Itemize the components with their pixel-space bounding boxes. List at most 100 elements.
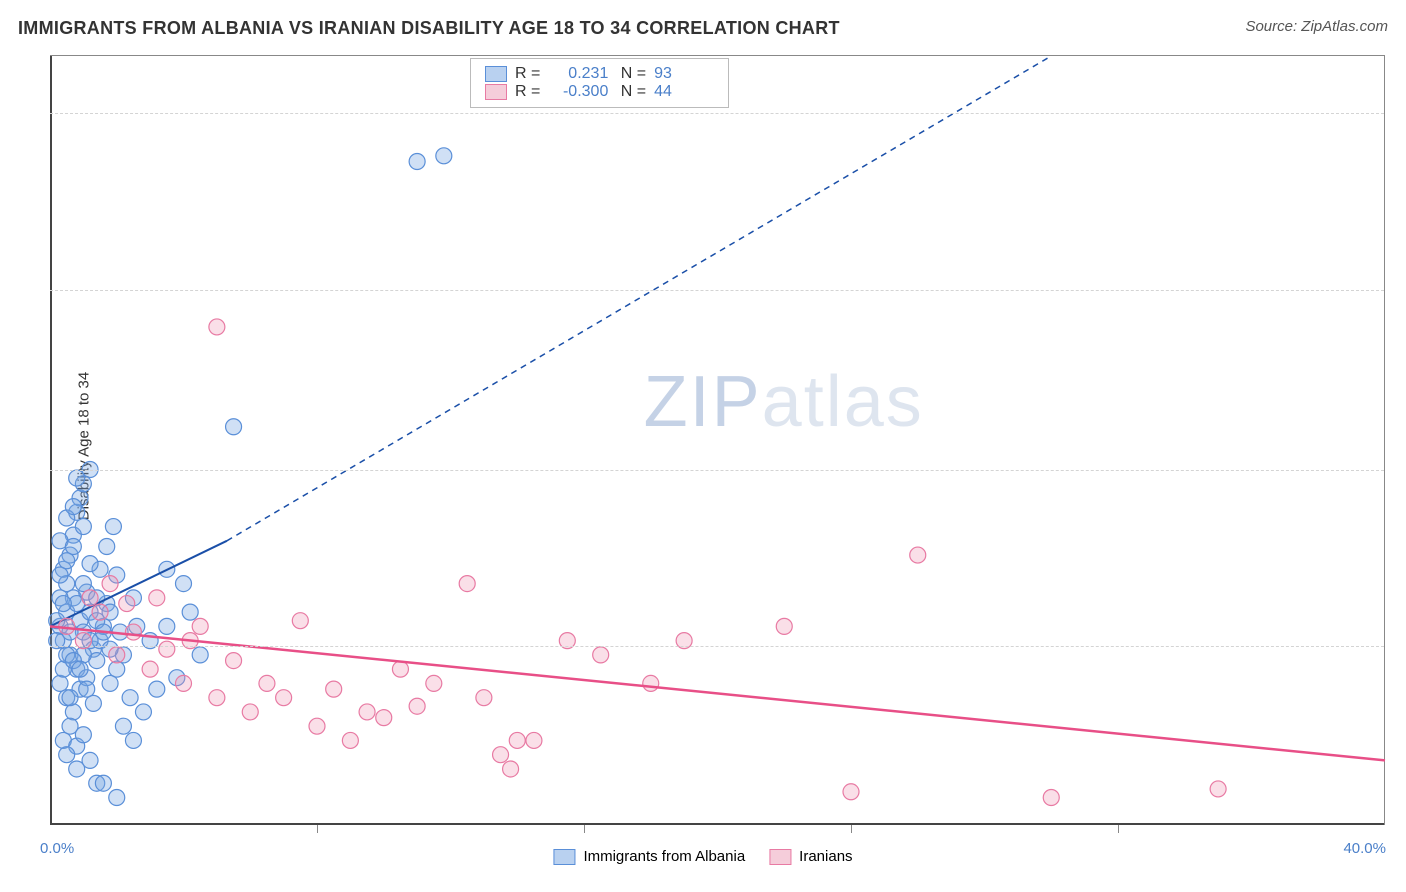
- n-value-albania: 93: [654, 65, 714, 83]
- data-point: [59, 553, 75, 569]
- data-point: [326, 681, 342, 697]
- data-point: [1210, 781, 1226, 797]
- r-label: R =: [515, 65, 540, 83]
- legend-row-iranians: R = -0.300 N = 44: [485, 83, 714, 101]
- data-point: [259, 675, 275, 691]
- n-value-iranians: 44: [654, 83, 714, 101]
- data-point: [476, 690, 492, 706]
- data-point: [109, 789, 125, 805]
- data-point: [226, 419, 242, 435]
- data-point: [376, 710, 392, 726]
- data-point: [52, 567, 68, 583]
- data-point: [99, 539, 115, 555]
- legend-item-albania: Immigrants from Albania: [553, 848, 745, 865]
- y-tick-label: 18.8%: [1394, 280, 1406, 297]
- series-name-albania: Immigrants from Albania: [583, 848, 745, 865]
- chart-title: IMMIGRANTS FROM ALBANIA VS IRANIAN DISAB…: [18, 18, 840, 39]
- data-point: [392, 661, 408, 677]
- swatch-albania: [485, 66, 507, 82]
- data-point: [82, 752, 98, 768]
- data-point: [59, 747, 75, 763]
- correlation-legend: R = 0.231 N = 93 R = -0.300 N = 44: [470, 58, 729, 108]
- data-point: [192, 647, 208, 663]
- data-point: [843, 784, 859, 800]
- swatch-iranians: [485, 84, 507, 100]
- data-point: [69, 470, 85, 486]
- data-point: [459, 576, 475, 592]
- data-point: [125, 732, 141, 748]
- r-value-albania: 0.231: [548, 65, 608, 83]
- data-point: [276, 690, 292, 706]
- data-point: [65, 704, 81, 720]
- data-point: [209, 690, 225, 706]
- data-point: [85, 695, 101, 711]
- bottom-legend: Immigrants from Albania Iranians: [553, 848, 852, 865]
- legend-item-iranians: Iranians: [769, 848, 852, 865]
- data-point: [1043, 789, 1059, 805]
- data-point: [79, 681, 95, 697]
- data-point: [342, 732, 358, 748]
- data-point: [409, 154, 425, 170]
- trend-line-dashed: [227, 56, 1051, 541]
- data-point: [436, 148, 452, 164]
- data-point: [149, 590, 165, 606]
- data-point: [509, 732, 525, 748]
- plot-area: ZIPatlas 6.3%12.5%18.8%25.0%: [50, 55, 1385, 825]
- n-label: N =: [616, 83, 646, 101]
- data-point: [309, 718, 325, 734]
- data-point: [82, 556, 98, 572]
- r-label: R =: [515, 83, 540, 101]
- data-point: [65, 539, 81, 555]
- chart-svg: [50, 56, 1384, 825]
- data-point: [209, 319, 225, 335]
- data-point: [75, 727, 91, 743]
- x-tick-max: 40.0%: [1343, 840, 1386, 857]
- swatch-albania-bottom: [553, 849, 575, 865]
- data-point: [115, 718, 131, 734]
- chart-container: IMMIGRANTS FROM ALBANIA VS IRANIAN DISAB…: [0, 0, 1406, 892]
- data-point: [109, 647, 125, 663]
- data-point: [142, 661, 158, 677]
- data-point: [226, 653, 242, 669]
- data-point: [135, 704, 151, 720]
- source-attribution: Source: ZipAtlas.com: [1245, 18, 1388, 35]
- data-point: [643, 675, 659, 691]
- data-point: [182, 604, 198, 620]
- data-point: [55, 596, 71, 612]
- data-point: [102, 576, 118, 592]
- data-point: [159, 618, 175, 634]
- y-tick-label: 12.5%: [1394, 460, 1406, 477]
- data-point: [503, 761, 519, 777]
- data-point: [776, 618, 792, 634]
- data-point: [72, 661, 88, 677]
- swatch-iranians-bottom: [769, 849, 791, 865]
- data-point: [109, 661, 125, 677]
- data-point: [292, 613, 308, 629]
- data-point: [593, 647, 609, 663]
- data-point: [52, 675, 68, 691]
- y-tick-label: 6.3%: [1394, 636, 1406, 653]
- data-point: [119, 596, 135, 612]
- data-point: [65, 499, 81, 515]
- data-point: [149, 681, 165, 697]
- x-tick-min: 0.0%: [40, 840, 74, 857]
- data-point: [102, 675, 118, 691]
- data-point: [493, 747, 509, 763]
- data-point: [910, 547, 926, 563]
- data-point: [92, 604, 108, 620]
- y-tick-label: 25.0%: [1394, 103, 1406, 120]
- data-point: [62, 690, 78, 706]
- data-point: [426, 675, 442, 691]
- data-point: [526, 732, 542, 748]
- r-value-iranians: -0.300: [548, 83, 608, 101]
- data-point: [95, 775, 111, 791]
- data-point: [159, 641, 175, 657]
- data-point: [75, 519, 91, 535]
- n-label: N =: [616, 65, 646, 83]
- data-point: [122, 690, 138, 706]
- data-point: [359, 704, 375, 720]
- data-point: [125, 624, 141, 640]
- legend-row-albania: R = 0.231 N = 93: [485, 65, 714, 83]
- series-name-iranians: Iranians: [799, 848, 852, 865]
- data-point: [176, 576, 192, 592]
